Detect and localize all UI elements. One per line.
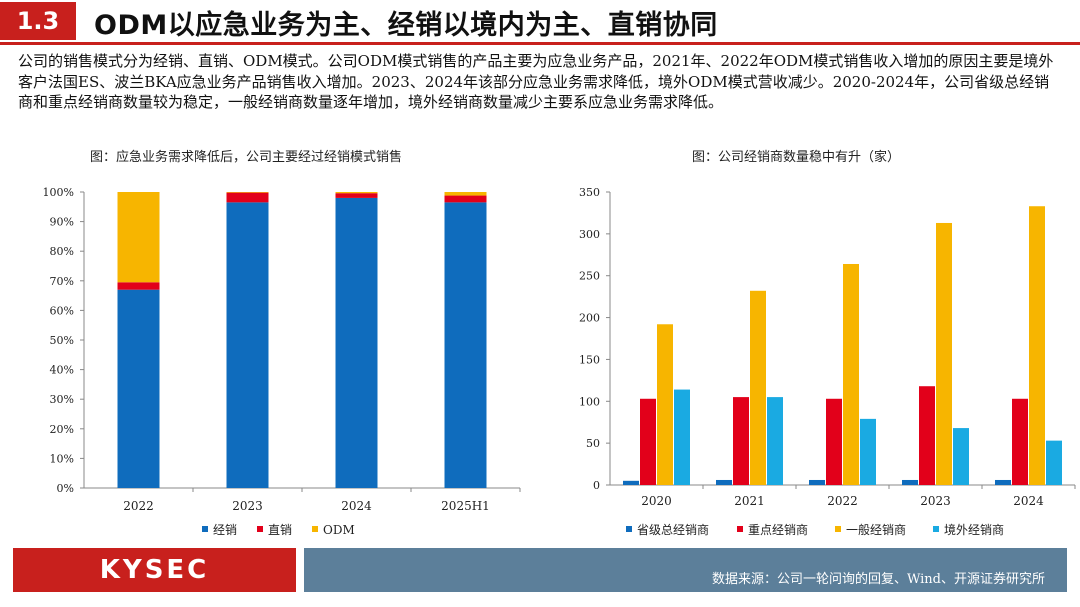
y-tick-label: 100% (43, 186, 74, 199)
bar-省级总经销商-2022 (809, 479, 825, 485)
y-tick-label: 200 (579, 312, 600, 325)
y-tick-label: 350 (579, 186, 600, 199)
x-tick-label: 2024 (341, 499, 372, 513)
bar-一般经销商-2023 (936, 222, 952, 485)
y-tick-label: 70% (50, 275, 74, 288)
slide-header: 1.3 ODM以应急业务为主、经销以境内为主、直销协同 (0, 0, 1080, 45)
kysec-logo: KYSEC (13, 548, 296, 592)
y-tick-label: 20% (50, 423, 74, 436)
bar-境外经销商-2020 (674, 389, 690, 485)
x-tick-label: 2025H1 (441, 499, 490, 513)
page-title: ODM以应急业务为主、经销以境内为主、直销协同 (94, 10, 718, 41)
y-tick-label: 150 (579, 353, 600, 366)
bar-省级总经销商-2023 (902, 479, 918, 485)
chart2-title: 图：公司经销商数量稳中有升（家） (692, 150, 901, 165)
legend-label-一般经销商: 一般经销商 (846, 522, 906, 537)
bar-重点经销商-2023 (919, 386, 935, 485)
legend-label-省级总经销商: 省级总经销商 (637, 522, 709, 537)
bar-经销-2024 (335, 197, 378, 489)
y-tick-label: 50% (50, 334, 74, 347)
bar-一般经销商-2021 (750, 290, 766, 485)
bar-境外经销商-2022 (860, 418, 876, 485)
sales-mode-stacked-chart: 0% 10% 20% 30% 40% 50% 60% 70% 80% 90% 100% 2022 202… (43, 186, 521, 537)
bar-省级总经销商-2021 (716, 479, 732, 485)
footer-bar: 数据来源：公司一轮问询的回复、Wind、开源证券研究所 (304, 548, 1067, 592)
y-tick-label: 80% (50, 245, 74, 258)
bar-一般经销商-2024 (1029, 206, 1045, 485)
bar-直销-2025H1 (444, 195, 487, 203)
legend-swatch-重点经销商 (737, 526, 743, 532)
bar-境外经销商-2023 (953, 428, 969, 485)
x-tick-label: 2023 (920, 494, 951, 508)
header-divider (0, 42, 1080, 45)
bar-ODM-2025H1 (444, 192, 487, 196)
data-source-note: 数据来源：公司一轮问询的回复、Wind、开源证券研究所 (712, 572, 1045, 587)
legend-swatch-ODM (312, 526, 318, 532)
bar-直销-2022 (117, 282, 160, 290)
y-tick-label: 90% (50, 216, 74, 229)
legend-label-ODM: ODM (323, 523, 355, 537)
legend-swatch-一般经销商 (835, 526, 841, 532)
distributor-count-chart: 0 50 100 150 200 250 300 350 2020 2021 2022 2023 202… (579, 186, 1076, 537)
y-tick-label: 40% (50, 364, 74, 377)
y-tick-label: 30% (50, 393, 74, 406)
bar-重点经销商-2020 (640, 398, 656, 485)
y-tick-label: 60% (50, 304, 74, 317)
x-tick-label: 2020 (641, 494, 672, 508)
legend-label-重点经销商: 重点经销商 (748, 522, 808, 537)
bar-重点经销商-2024 (1012, 398, 1028, 485)
legend-label-境外经销商: 境外经销商 (944, 522, 1004, 537)
y-tick-label: 300 (579, 228, 600, 241)
bar-经销-2025H1 (444, 202, 487, 489)
bar-重点经销商-2021 (733, 397, 749, 485)
chart1-title: 图：应急业务需求降低后，公司主要经过经销模式销售 (90, 150, 403, 165)
y-tick-label: 100 (579, 395, 600, 408)
bar-经销-2022 (117, 289, 160, 488)
intro-paragraph: 公司的销售模式分为经销、直销、ODM模式。公司ODM模式销售的产品主要为应急业务… (18, 52, 1054, 111)
y-tick-label: 0 (593, 479, 600, 492)
legend-label-经销: 经销 (213, 523, 237, 537)
x-tick-label: 2022 (827, 494, 858, 508)
bar-直销-2024 (335, 193, 378, 198)
bar-一般经销商-2020 (657, 324, 673, 485)
section-number: 1.3 (0, 2, 76, 40)
legend-swatch-经销 (202, 526, 208, 532)
x-tick-label: 2022 (123, 499, 154, 513)
y-tick-label: 0% (57, 482, 74, 495)
legend-label-直销: 直销 (268, 523, 292, 537)
legend-swatch-境外经销商 (933, 526, 939, 532)
legend-swatch-省级总经销商 (626, 526, 632, 532)
x-tick-label: 2023 (232, 499, 263, 513)
bar-省级总经销商-2020 (623, 480, 639, 485)
bar-重点经销商-2022 (826, 398, 842, 485)
legend-swatch-直销 (257, 526, 263, 532)
y-tick-label: 250 (579, 270, 600, 283)
bar-境外经销商-2021 (767, 397, 783, 485)
bar-一般经销商-2022 (843, 263, 859, 485)
bar-经销-2023 (226, 202, 269, 489)
bar-直销-2023 (226, 192, 269, 203)
bar-省级总经销商-2024 (995, 479, 1011, 485)
bar-ODM-2023 (226, 192, 269, 193)
x-tick-label: 2021 (734, 494, 765, 508)
bar-ODM-2024 (335, 192, 378, 194)
x-tick-label: 2024 (1013, 494, 1044, 508)
bar-ODM-2022 (117, 192, 160, 283)
y-tick-label: 50 (586, 437, 600, 450)
y-tick-label: 10% (50, 452, 74, 465)
bar-境外经销商-2024 (1046, 440, 1062, 485)
